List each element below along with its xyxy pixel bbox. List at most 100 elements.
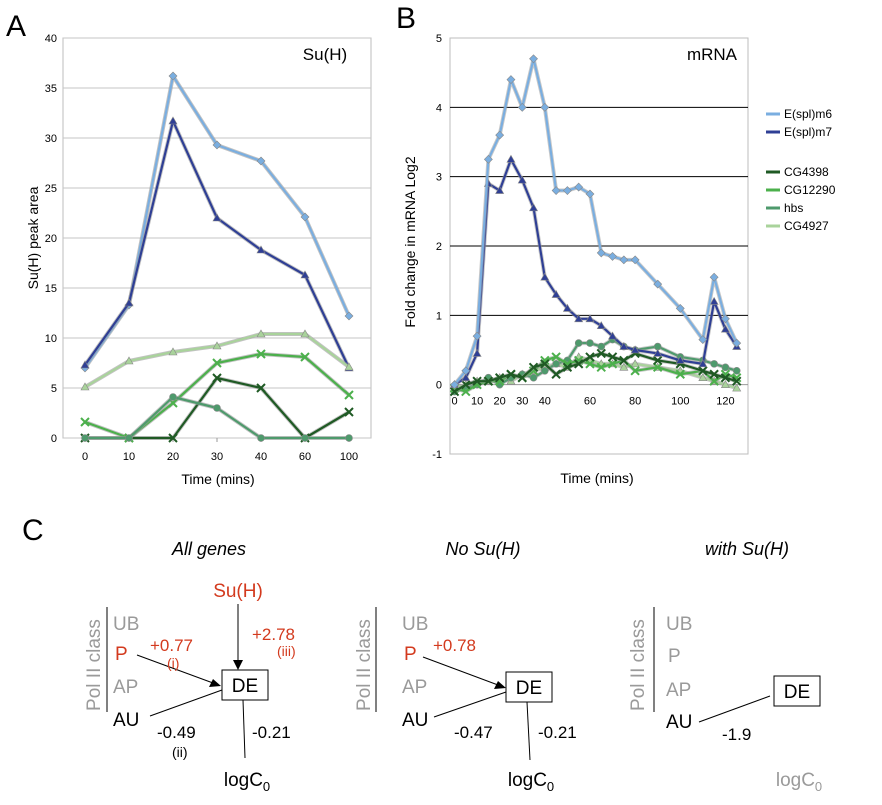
chart-a-series-e-spl-m7 xyxy=(80,116,354,372)
diagram-with-su-title: with Su(H) xyxy=(705,539,789,559)
chart-a-ytick-label: 10 xyxy=(45,333,57,345)
chart-a-point xyxy=(212,358,222,368)
chart-b-ytick-label: 5 xyxy=(436,33,442,45)
chart-b-series-e-spl-m6 xyxy=(450,54,742,390)
diagram-all-genes-arrowhead-p xyxy=(209,679,221,687)
chart-b-point xyxy=(540,102,550,112)
chart-a-ytick-label: 5 xyxy=(51,383,57,395)
chart-b-point xyxy=(541,366,549,375)
chart-a-xtick-label: 10 xyxy=(123,451,135,463)
chart-a-point xyxy=(212,341,222,350)
chart-b-point xyxy=(573,359,584,369)
chart-a-ylabel: Su(H) peak area xyxy=(25,186,41,289)
chart-b-point xyxy=(675,355,685,364)
chart-b-xlabel: Time (mins) xyxy=(560,470,633,486)
chart-b-point xyxy=(619,355,629,366)
chart-a-point xyxy=(344,407,354,417)
chart-a-ytick-label: 30 xyxy=(45,133,57,145)
chart-b-point xyxy=(596,348,606,359)
chart-b-point xyxy=(607,359,618,369)
chart-a-point xyxy=(212,140,222,150)
chart-a-point xyxy=(212,213,222,222)
chart-b-xtick-label: 30 xyxy=(516,396,528,408)
chart-a-point xyxy=(256,156,266,166)
diagram-all-genes-arrow-p xyxy=(136,654,214,684)
chart-b-series-cg4398 xyxy=(449,348,742,397)
chart-b-point xyxy=(494,373,505,383)
diagram-all-genes-class-au: AU xyxy=(113,710,139,731)
diagram-no-su-class-label: Pol II class xyxy=(354,619,375,711)
diagram-all-genes-su-note: (iii) xyxy=(277,643,296,659)
chart-a-series-cg4927 xyxy=(80,329,354,391)
diagram-no-su-class-au: AU xyxy=(402,710,428,731)
chart-b-point xyxy=(732,383,742,392)
chart-b-ylabel: Fold change in mRNA Log2 xyxy=(402,156,418,327)
diagram-no-su-class-ap: AP xyxy=(402,677,427,698)
chart-b-point xyxy=(653,279,663,289)
chart-b-ytick-label: 3 xyxy=(436,172,442,184)
chart-a-point xyxy=(213,404,221,412)
chart-b-point xyxy=(630,366,640,376)
chart-a-point xyxy=(125,434,133,442)
legend-label-e-spl-m6: E(spl)m6 xyxy=(784,107,832,121)
chart-b-point xyxy=(709,369,719,379)
chart-b-point xyxy=(596,321,606,330)
legend-label-e-spl-m7: E(spl)m7 xyxy=(784,125,832,139)
diagram-all-genes-au-note: (ii) xyxy=(172,744,188,760)
chart-a: 0 5 10 15 20 25 30 35 40 0 10 20 30 40 60 100 Su(H) Tim… xyxy=(25,33,372,487)
chart-b-point xyxy=(619,362,629,371)
diagram-all-genes: All genes Pol II class UB P AP AU Su(H) … xyxy=(84,539,296,794)
chart-a-ytick-label: 35 xyxy=(45,83,57,95)
chart-b-point xyxy=(608,251,617,261)
chart-b-point xyxy=(551,186,561,195)
chart-b-xtick-label: 80 xyxy=(629,396,641,408)
chart-b-point xyxy=(597,342,606,351)
chart-b-xtick-label: 10 xyxy=(471,396,483,408)
chart-a-point xyxy=(300,329,310,338)
legend-label-cg4927: CG4927 xyxy=(784,219,829,233)
chart-b-point xyxy=(720,373,731,383)
chart-a-xtick-label: 60 xyxy=(299,451,311,463)
chart-b-point xyxy=(732,338,742,348)
chart-b-point xyxy=(506,154,516,163)
diagram-with-su-class-ap: AP xyxy=(666,680,691,701)
chart-b-point xyxy=(461,366,471,376)
chart-b-point xyxy=(540,359,550,369)
chart-b-xtick-label: 120 xyxy=(716,396,734,408)
chart-b-point xyxy=(495,185,505,194)
chart-a-point xyxy=(124,356,134,365)
chart-a-point xyxy=(301,434,309,442)
panel-letter-b: B xyxy=(396,2,416,35)
chart-b-point xyxy=(721,363,730,372)
chart-b-point xyxy=(608,331,618,340)
chart-b-xtick-label: 100 xyxy=(671,396,689,408)
chart-b-point xyxy=(698,335,708,345)
chart-b-point xyxy=(529,203,539,212)
diagram-no-su-au-coef: -0.47 xyxy=(454,723,493,742)
chart-b-point xyxy=(517,373,527,383)
chart-b-point xyxy=(461,386,471,397)
diagram-all-genes-class-ap: AP xyxy=(113,677,138,698)
chart-b-point xyxy=(552,360,560,368)
chart-b-point xyxy=(630,255,640,265)
chart-a-point xyxy=(168,347,178,356)
diagram-no-su-class-p: P xyxy=(404,644,417,665)
chart-b-ytick-label: 0 xyxy=(436,380,442,392)
chart-a-ytick-label: 0 xyxy=(51,433,57,445)
chart-b-point xyxy=(551,352,561,362)
diagram-no-su-title: No Su(H) xyxy=(445,539,520,559)
chart-a-title: Su(H) xyxy=(303,45,347,64)
chart-b-series-e-spl-m7 xyxy=(449,154,742,388)
chart-b-ticks: -1 0 1 2 3 4 5 0 10 20 30 40 60 80 100 120 xyxy=(432,33,734,461)
chart-b-point xyxy=(585,359,595,369)
chart-b-point xyxy=(574,339,583,347)
chart-b-series xyxy=(449,54,742,397)
diagram-no-su-de: DE xyxy=(516,678,542,699)
chart-a-point xyxy=(80,417,90,427)
diagram-with-su-logc0-sub: 0 xyxy=(815,779,822,794)
chart-a-xtick-label: 0 xyxy=(82,451,88,463)
chart-b-point xyxy=(619,341,629,350)
chart-a-ytick-label: 40 xyxy=(45,33,57,45)
chart-b-point xyxy=(630,359,640,368)
chart-a-point xyxy=(124,298,134,307)
